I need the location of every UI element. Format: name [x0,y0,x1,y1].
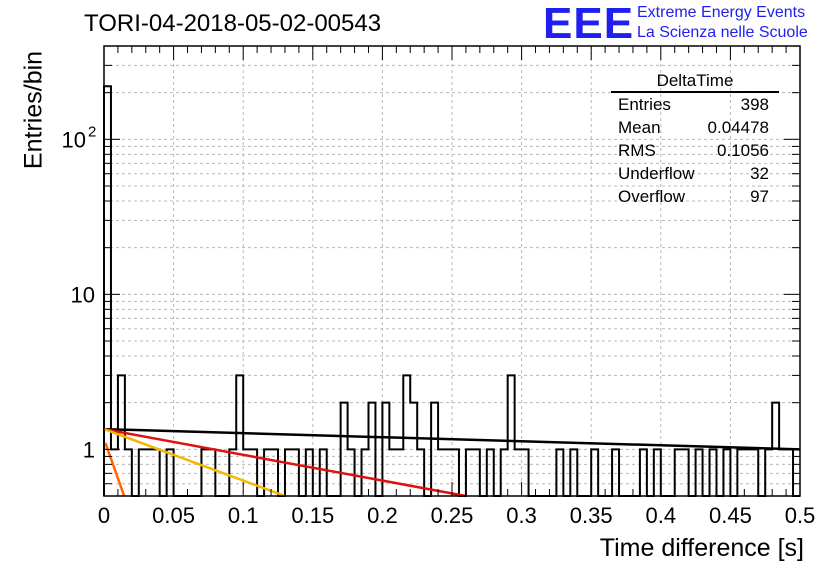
stats-value: 97 [750,187,769,206]
stats-row-entries: Entries 398 [611,93,779,116]
stats-label: Overflow [618,187,686,206]
x-tick-label: 0.05 [152,503,195,528]
logo-text-line1: Extreme Energy Events [637,4,806,21]
x-tick-label: 0.3 [506,503,537,528]
x-tick-label: 0.2 [367,503,398,528]
x-tick-label: 0.15 [291,503,334,528]
fit-line [104,442,126,497]
stats-row-mean: Mean 0.04478 [611,116,779,139]
y-axis-label: Entries/bin [19,50,48,170]
stats-box-title: DeltaTime [611,71,779,93]
chart-title: TORI-04-2018-05-02-00543 [84,10,382,37]
stats-label: RMS [618,141,656,160]
x-tick-label: 0.45 [709,503,752,528]
stats-label: Underflow [618,164,695,183]
eee-logo: EEE Extreme Energy Events La Scienza nel… [543,2,833,46]
y-tick-label: 10 [71,282,95,307]
stats-value: 32 [750,164,769,183]
stats-value: 0.1056 [717,141,769,160]
x-tick-label: 0.25 [431,503,474,528]
fit-line [103,427,467,498]
fit-line [103,427,801,451]
x-tick-label: 0 [98,503,110,528]
y-tick-exponent: 2 [88,123,96,140]
stats-row-rms: RMS 0.1056 [611,139,779,162]
x-tick-label: 0.4 [646,503,677,528]
y-tick-label: 10 [62,127,86,152]
x-axis-label: Time difference [s] [599,534,804,562]
fit-line [103,427,286,498]
stats-row-underflow: Underflow 32 [611,162,779,185]
y-tick-label: 1 [83,437,95,462]
x-tick-label: 0.5 [785,503,816,528]
x-tick-label: 0.1 [228,503,259,528]
logo-text-line2: La Scienza nelle Scuole [637,24,808,41]
stats-label: Entries [618,95,671,114]
stats-box: DeltaTime Entries 398 Mean 0.04478 RMS 0… [611,71,779,208]
x-tick-label: 0.35 [570,503,613,528]
stats-label: Mean [618,118,661,137]
stats-value: 398 [740,95,769,114]
eee-logo-mark: EEE [543,0,635,48]
stats-value: 0.04478 [707,118,769,137]
stats-row-overflow: Overflow 97 [611,185,779,208]
